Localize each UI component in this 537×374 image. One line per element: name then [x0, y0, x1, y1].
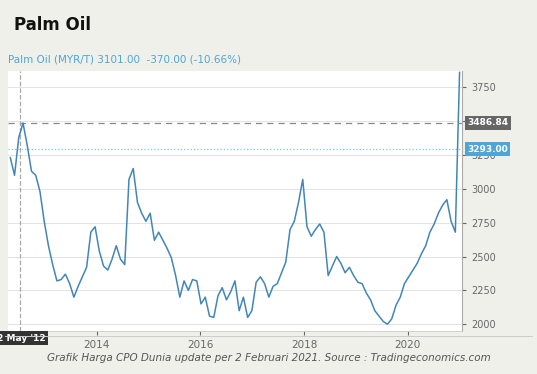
- Text: 3293.00: 3293.00: [467, 145, 508, 154]
- Text: 3486.84: 3486.84: [467, 119, 509, 128]
- Text: Grafik Harga CPO Dunia update per 2 Februari 2021. Source : Tradingeconomics.com: Grafik Harga CPO Dunia update per 2 Febr…: [47, 353, 490, 363]
- Text: Palm Oil (MYR/T) 3101.00  -370.00 (-10.66%): Palm Oil (MYR/T) 3101.00 -370.00 (-10.66…: [8, 54, 241, 64]
- Text: Palm Oil: Palm Oil: [14, 16, 91, 34]
- Text: 02 May '12: 02 May '12: [0, 334, 45, 343]
